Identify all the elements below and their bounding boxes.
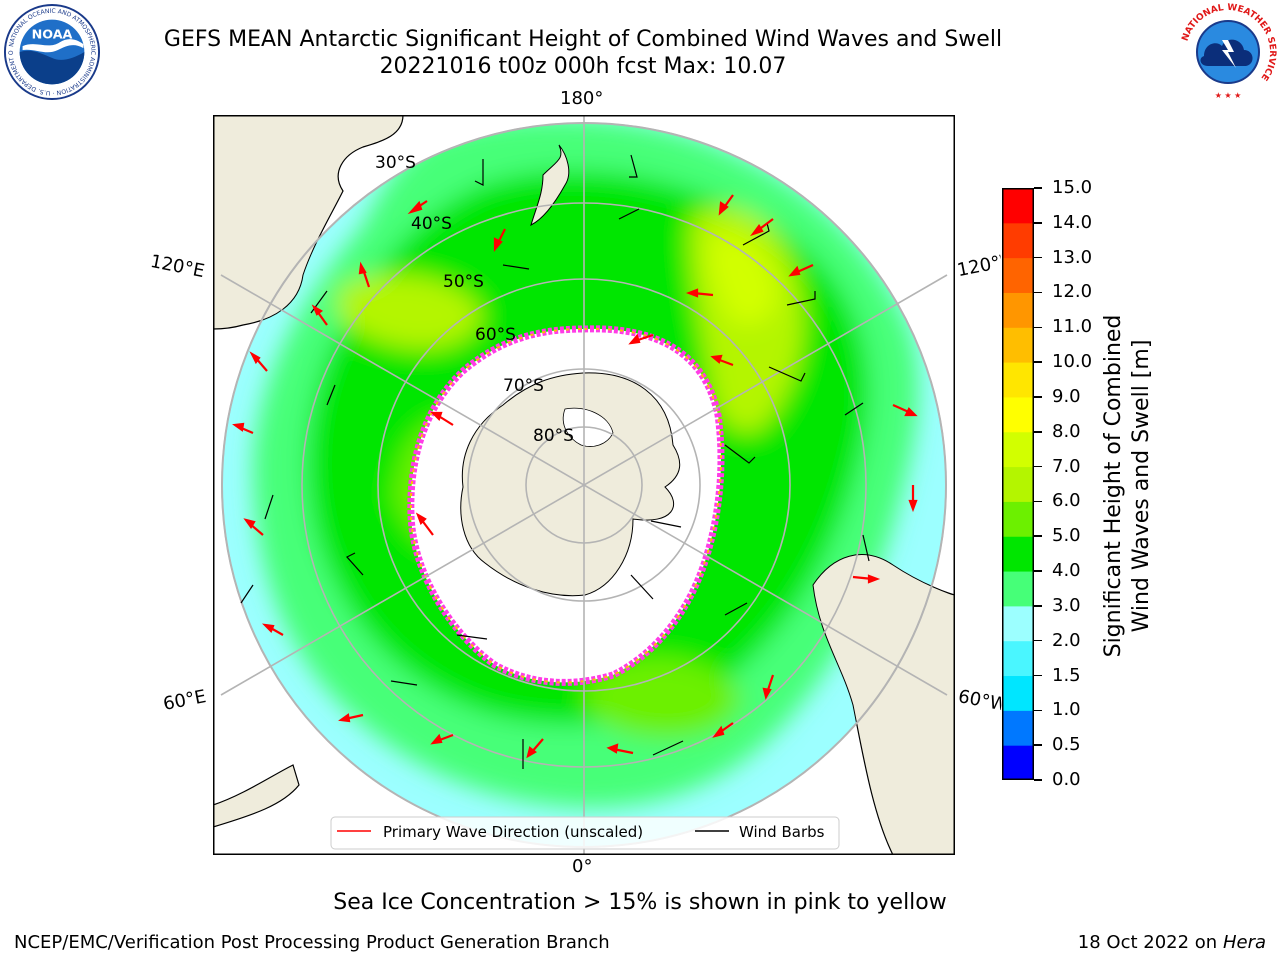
colorbar-segment [1002,292,1034,328]
lon-label-180: 180° [560,88,604,109]
chart-title: GEFS MEAN Antarctic Significant Height o… [163,27,1003,52]
colorbar-tick-mark [1034,674,1042,677]
svg-text:NOAA: NOAA [32,27,73,42]
colorbar-tick-mark [1034,709,1042,712]
colorbar-tick-mark [1034,396,1042,398]
lat-label-40s: 40°S [411,214,452,234]
colorbar-segment [1002,571,1034,607]
noaa-logo-icon: NATIONAL OCEANIC AND ATMOSPHERIC ADMINIS… [3,3,101,101]
colorbar-tick-mark [1034,361,1042,363]
colorbar-segment [1002,501,1034,537]
colorbar-tick-label: 7.0 [1052,455,1081,477]
colorbar-tick-label: 3.0 [1052,594,1081,616]
colorbar-tick-mark [1034,326,1042,329]
colorbar-tick-label: 11.0 [1052,316,1093,338]
legend-wave-label: Primary Wave Direction (unscaled) [383,823,643,841]
sea-ice-note: Sea Ice Concentration > 15% is shown in … [333,890,947,915]
colorbar-tick-label: 12.0 [1052,281,1093,303]
colorbar-tick-label: 1.5 [1052,664,1081,686]
colorbar-tick-label: 0.0 [1052,769,1081,790]
colorbar-segment [1002,640,1034,677]
colorbar-segment [1002,431,1034,468]
colorbar-tick-mark [1034,605,1042,607]
colorbar-segment [1002,710,1034,746]
colorbar-segment [1002,396,1034,433]
colorbar-tick-label: 13.0 [1052,246,1093,268]
colorbar-tick-mark [1034,431,1042,433]
colorbar-segment [1002,257,1034,293]
colorbar-tick-label: 10.0 [1052,351,1093,373]
colorbar-tick-label: 9.0 [1052,385,1081,407]
colorbar-tick-label: 5.0 [1052,525,1081,547]
nws-logo-icon: NATIONAL WEATHER SERVICE ★ ★ ★ [1178,2,1278,102]
run-date: 18 Oct 2022 on Hera [1077,932,1266,953]
colorbar-tick-mark [1034,256,1042,259]
colorbar-segment [1002,188,1034,224]
wind-barbs [240,154,870,769]
colorbar-tick-mark [1034,187,1042,189]
colorbar-tick-label: 4.0 [1052,560,1081,582]
colorbar-label: Significant Height of Combined Wind Wave… [1101,314,1154,658]
colorbar-tick-label: 2.0 [1052,629,1081,651]
polar-map: 30°S 40°S 50°S 60°S 70°S 80°S Primary Wa… [213,115,955,855]
colorbar-segment [1002,536,1034,572]
lon-label-120w: 120°W [955,251,1004,282]
colorbar-tick-label: 0.5 [1052,734,1081,756]
legend: Primary Wave Direction (unscaled) Wind B… [330,816,840,850]
colorbar-tick-label: 14.0 [1052,211,1093,233]
colorbar-tick-label: 8.0 [1052,420,1081,442]
colorbar-tick-label: 6.0 [1052,490,1081,512]
colorbar-tick-mark [1034,291,1042,294]
colorbar [1002,188,1034,780]
svg-text:★ ★ ★: ★ ★ ★ [1215,91,1242,100]
wave-arrows [232,194,918,759]
lat-label-70s: 70°S [503,376,544,396]
lon-label-60w: 60°W [956,685,1004,716]
colorbar-tick-mark [1034,639,1042,642]
colorbar-segment [1002,605,1034,642]
lon-label-120e: 120°E [148,250,207,283]
colorbar-tick-mark [1034,744,1042,746]
colorbar-segment [1002,675,1034,711]
colorbar-tick-label: 1.0 [1052,699,1081,721]
colorbar-tick-mark [1034,535,1042,537]
colorbar-segment [1002,327,1034,363]
colorbar-segment [1002,222,1034,259]
colorbar-tick-mark [1034,570,1042,572]
colorbar-tick-mark [1034,500,1042,503]
lon-label-60e: 60°E [161,686,208,715]
lat-label-80s: 80°S [533,426,574,446]
credit: NCEP/EMC/Verification Post Processing Pr… [14,932,610,953]
colorbar-tick-mark [1034,222,1042,224]
lon-label-0: 0° [572,856,593,877]
lat-label-50s: 50°S [443,272,484,292]
colorbar-segment [1002,466,1034,502]
colorbar-segment [1002,745,1034,780]
lat-label-60s: 60°S [475,325,516,345]
colorbar-tick-label: 15.0 [1052,177,1093,198]
legend-barbs-label: Wind Barbs [739,823,825,841]
colorbar-tick-mark [1034,779,1042,781]
colorbar-tick-mark [1034,465,1042,468]
chart-subtitle: 20221016 t00z 000h fcst Max: 10.07 [379,54,787,79]
colorbar-segment [1002,362,1034,398]
lat-label-30s: 30°S [375,153,416,173]
